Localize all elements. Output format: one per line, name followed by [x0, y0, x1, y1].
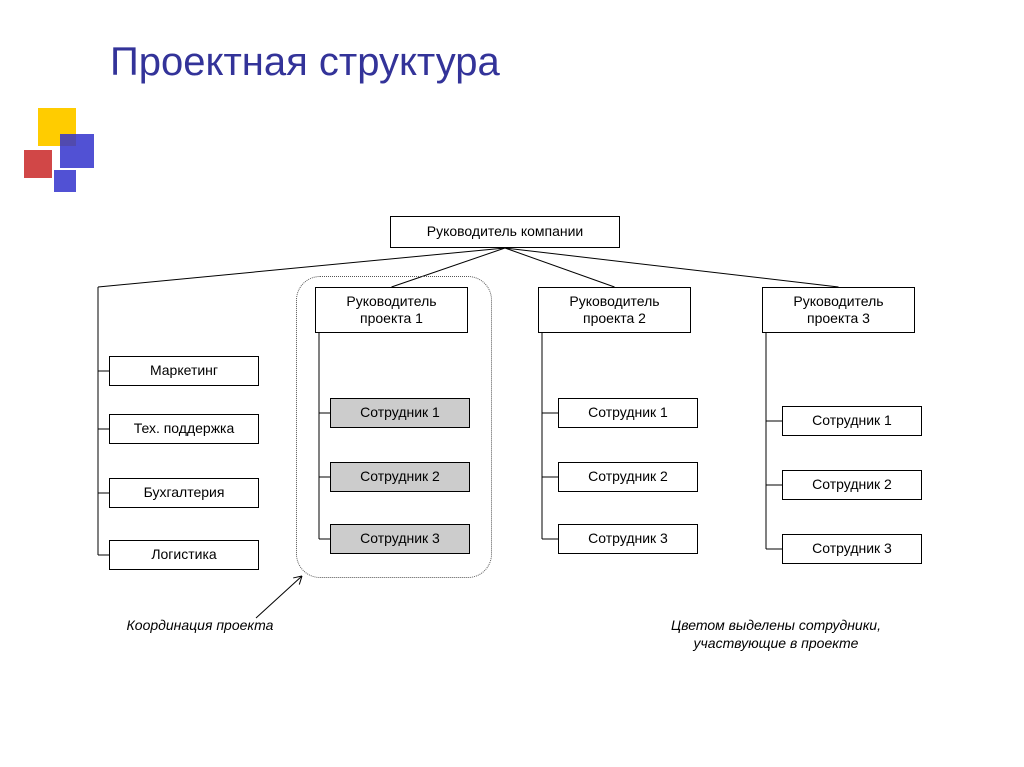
- department-label: Бухгалтерия: [144, 484, 225, 502]
- decor-square: [54, 170, 76, 192]
- employee-label: Сотрудник 1: [360, 404, 440, 422]
- department-box: Тех. поддержка: [109, 414, 259, 444]
- employee-label: Сотрудник 2: [812, 476, 892, 494]
- project-head-label: Руководитель проекта 1: [320, 293, 463, 328]
- org-root-label: Руководитель компании: [427, 223, 584, 241]
- caption-coordination-text: Координация проекта: [127, 617, 274, 633]
- department-box: Маркетинг: [109, 356, 259, 386]
- employee-label: Сотрудник 2: [360, 468, 440, 486]
- department-box: Бухгалтерия: [109, 478, 259, 508]
- employee-box: Сотрудник 3: [558, 524, 698, 554]
- employee-label: Сотрудник 3: [588, 530, 668, 548]
- employee-label: Сотрудник 3: [360, 530, 440, 548]
- project-head-label: Руководитель проекта 2: [543, 293, 686, 328]
- caption-legend-text: Цветом выделены сотрудники, участвующие …: [671, 617, 881, 651]
- employee-box: Сотрудник 3: [330, 524, 470, 554]
- decor-square: [24, 150, 52, 178]
- employee-label: Сотрудник 2: [588, 468, 668, 486]
- employee-box: Сотрудник 1: [330, 398, 470, 428]
- employee-box: Сотрудник 2: [330, 462, 470, 492]
- slide-title-text: Проектная структура: [110, 40, 500, 84]
- employee-label: Сотрудник 1: [812, 412, 892, 430]
- department-label: Логистика: [151, 546, 216, 564]
- caption-coordination: Координация проекта: [100, 616, 300, 634]
- employee-box: Сотрудник 3: [782, 534, 922, 564]
- project-head-label: Руководитель проекта 3: [767, 293, 910, 328]
- department-label: Маркетинг: [150, 362, 218, 380]
- project-head-box: Руководитель проекта 2: [538, 287, 691, 333]
- department-box: Логистика: [109, 540, 259, 570]
- employee-box: Сотрудник 1: [558, 398, 698, 428]
- slide-title: Проектная структура: [110, 40, 500, 85]
- org-root-box: Руководитель компании: [390, 216, 620, 248]
- project-head-box: Руководитель проекта 1: [315, 287, 468, 333]
- employee-label: Сотрудник 3: [812, 540, 892, 558]
- employee-box: Сотрудник 2: [782, 470, 922, 500]
- employee-box: Сотрудник 2: [558, 462, 698, 492]
- project-head-box: Руководитель проекта 3: [762, 287, 915, 333]
- department-label: Тех. поддержка: [134, 420, 235, 438]
- caption-legend: Цветом выделены сотрудники, участвующие …: [626, 616, 926, 652]
- employee-label: Сотрудник 1: [588, 404, 668, 422]
- decor-square: [60, 134, 94, 168]
- employee-box: Сотрудник 1: [782, 406, 922, 436]
